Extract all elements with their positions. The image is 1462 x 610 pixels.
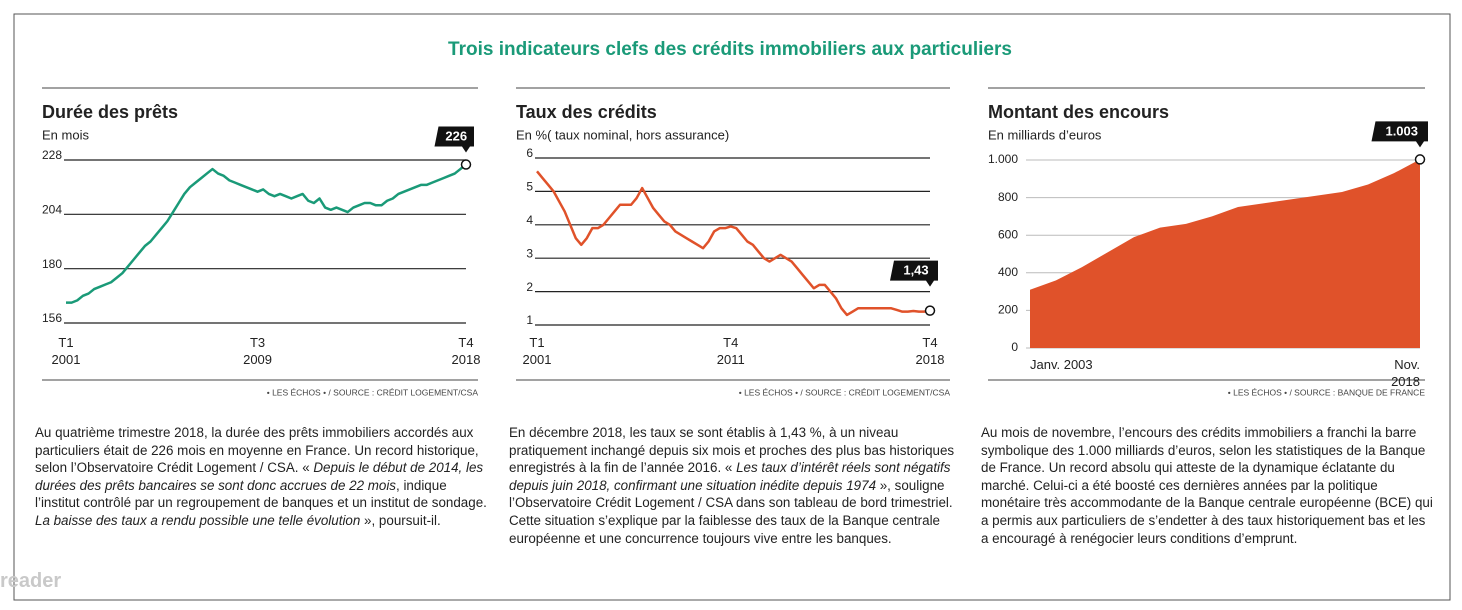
y-tick-label: 156 bbox=[42, 311, 62, 325]
callout bbox=[1371, 121, 1428, 148]
paragraph: Au quatrième trimestre 2018, la durée de… bbox=[35, 424, 487, 530]
text-run: , indique l’institut contrôlé par un reg… bbox=[35, 477, 487, 511]
value-label: 1.003 bbox=[1371, 121, 1428, 148]
value-label-text: 1.003 bbox=[1385, 123, 1418, 138]
source: • LES ÉCHOS • / SOURCE : BANQUE DE FRANC… bbox=[1228, 387, 1426, 397]
chart-subtitle: En milliards d’euros bbox=[988, 127, 1102, 142]
end-marker bbox=[1414, 154, 1426, 165]
paragraph: En décembre 2018, les taux se sont établ… bbox=[509, 424, 961, 547]
end-marker bbox=[460, 159, 472, 170]
source: • LES ÉCHOS • / SOURCE : CRÉDIT LOGEMENT… bbox=[267, 387, 479, 397]
paragraph: Au mois de novembre, l’encours des crédi… bbox=[981, 424, 1433, 547]
text-run: Les taux d’intérêt réels sont négatifs d… bbox=[509, 460, 951, 493]
y-tick-label: 4 bbox=[526, 213, 533, 227]
callout bbox=[434, 126, 474, 153]
frame bbox=[13, 13, 1451, 601]
x-tick-label: T3 2009 bbox=[243, 335, 273, 367]
chart-subtitle: En %( taux nominal, hors assurance) bbox=[516, 127, 729, 142]
x-tick-label: Janv. 2003 bbox=[1030, 357, 1093, 372]
value-label-text: 226 bbox=[445, 128, 467, 143]
y-tick-label: 6 bbox=[526, 146, 533, 160]
text-run: Au mois de novembre, l’encours des crédi… bbox=[981, 425, 1433, 546]
y-tick-label: 204 bbox=[42, 203, 62, 217]
y-tick-label: 1 bbox=[526, 313, 533, 327]
text-run: Au quatrième trimestre 2018, la durée de… bbox=[35, 425, 479, 476]
line bbox=[66, 163, 467, 304]
y-tick-label: 200 bbox=[998, 303, 1018, 317]
watermark: reader bbox=[0, 570, 62, 592]
end-marker bbox=[924, 305, 936, 316]
text-run: », souligne l’Observatoire Crédit Logeme… bbox=[509, 477, 953, 546]
x-tick-label: T4 2018 bbox=[915, 335, 945, 367]
y-tick-label: 180 bbox=[42, 257, 62, 271]
chart-title: Montant des encours bbox=[988, 102, 1169, 122]
y-tick-label: 600 bbox=[998, 227, 1018, 241]
chart-subtitle: En mois bbox=[42, 127, 89, 142]
y-tick-label: 400 bbox=[998, 265, 1018, 279]
text-run: Depuis le début de 2014, les durées des … bbox=[35, 460, 484, 493]
main-title: Trois indicateurs clefs des crédits immo… bbox=[448, 39, 1012, 60]
y-tick-label: 3 bbox=[526, 246, 533, 260]
value-label: 226 bbox=[434, 126, 474, 153]
y-tick-label: 0 bbox=[1011, 340, 1018, 354]
callout bbox=[890, 260, 938, 287]
y-tick-label: 5 bbox=[526, 180, 533, 194]
line bbox=[536, 170, 931, 317]
x-tick-label: Nov. 2018 bbox=[1391, 357, 1420, 389]
area bbox=[1030, 159, 1420, 348]
chart-title: Taux des crédits bbox=[516, 102, 657, 122]
text-run: », poursuit-il. bbox=[360, 512, 441, 528]
source: • LES ÉCHOS • / SOURCE : CRÉDIT LOGEMENT… bbox=[739, 387, 951, 397]
chart-title: Durée des prêts bbox=[42, 102, 178, 122]
x-tick-label: T4 2011 bbox=[716, 335, 745, 367]
text-run: En décembre 2018, les taux se sont établ… bbox=[509, 425, 955, 476]
y-tick-label: 228 bbox=[42, 148, 62, 162]
value-label: 1,43 bbox=[890, 260, 938, 287]
y-tick-label: 2 bbox=[526, 280, 533, 294]
value-label-text: 1,43 bbox=[903, 263, 928, 278]
x-tick-label: T1 2001 bbox=[51, 335, 81, 367]
y-tick-label: 1.000 bbox=[988, 152, 1018, 166]
x-tick-label: T4 2018 bbox=[451, 335, 481, 367]
x-tick-label: T1 2001 bbox=[522, 335, 552, 367]
y-tick-label: 800 bbox=[998, 190, 1018, 204]
text-run: La baisse des taux a rendu possible une … bbox=[35, 512, 361, 528]
